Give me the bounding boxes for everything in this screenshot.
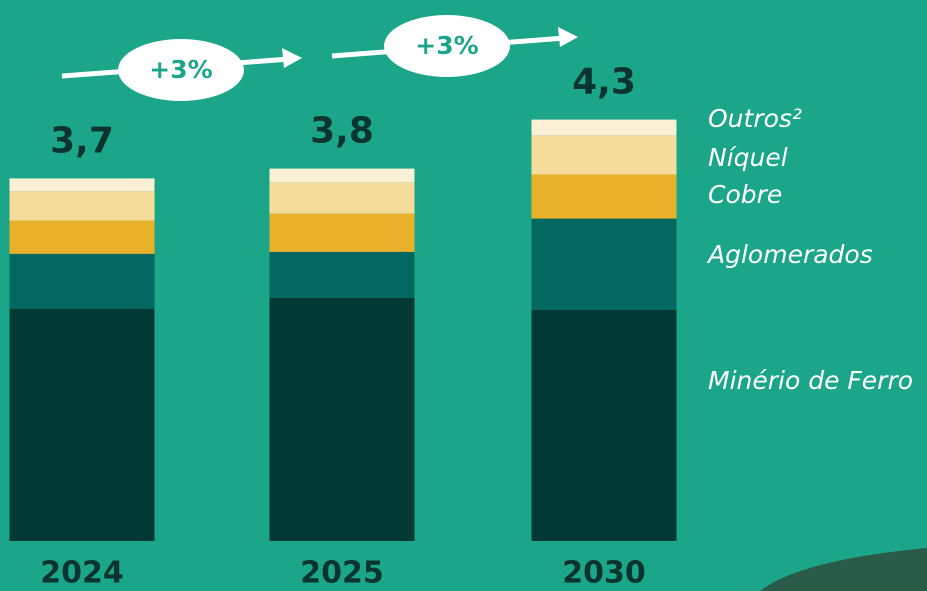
bar-segment xyxy=(10,309,155,541)
arrow-head xyxy=(558,27,578,47)
bar-segment xyxy=(270,182,415,213)
growth-label: +3% xyxy=(149,55,212,84)
bar-segment xyxy=(10,254,155,309)
legend-label: Níquel xyxy=(708,139,918,177)
background-image xyxy=(760,548,927,591)
bar-segment xyxy=(532,174,677,218)
legend-label: Outros² xyxy=(708,100,918,138)
page: +3% +3% 3,7 2024 3,8 2025 4,3 2030 Minério de… xyxy=(0,0,927,591)
x-tick-label: 2030 xyxy=(562,556,646,591)
legend-label: Aglomerados xyxy=(708,236,918,274)
bar-segment xyxy=(10,221,155,254)
bar-segment xyxy=(270,169,415,183)
bar-segment xyxy=(532,135,677,174)
legend-label: Cobre xyxy=(708,176,918,214)
x-tick-label: 2024 xyxy=(40,556,124,591)
x-tick-label: 2025 xyxy=(300,556,384,591)
chart: +3% +3% 3,7 2024 3,8 2025 4,3 2030 xyxy=(0,0,927,591)
total-label: 3,7 xyxy=(50,120,114,161)
bar-segment xyxy=(270,214,415,252)
bar-segment xyxy=(532,310,677,541)
growth-label: +3% xyxy=(415,31,478,60)
bar-segment xyxy=(10,178,155,191)
bar-segment xyxy=(532,219,677,310)
bar-segment xyxy=(10,191,155,220)
total-label: 4,3 xyxy=(572,62,636,103)
arrow-head xyxy=(282,48,302,68)
legend-label: Minério de Ferro xyxy=(708,362,918,400)
bar-segment xyxy=(270,252,415,298)
total-label: 3,8 xyxy=(310,111,374,152)
bar-segment xyxy=(532,120,677,136)
bar-segment xyxy=(270,298,415,541)
